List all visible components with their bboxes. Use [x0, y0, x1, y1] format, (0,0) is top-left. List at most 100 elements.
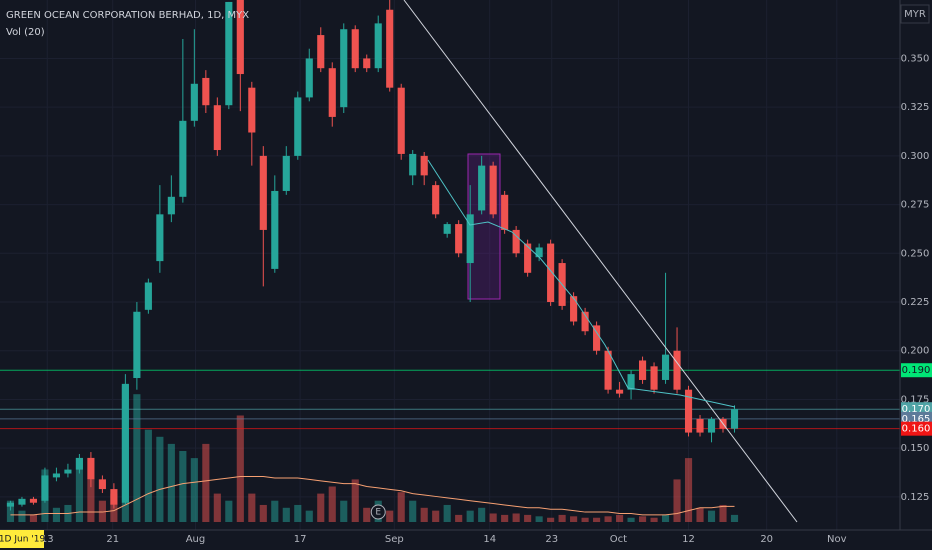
candle-body	[650, 366, 658, 390]
candle-body	[121, 383, 129, 503]
y-tick-label: 0.275	[901, 200, 930, 211]
candle-body	[374, 23, 382, 69]
candle-body	[110, 489, 118, 505]
volume-bar	[213, 493, 221, 522]
candle-body	[75, 457, 83, 470]
volume-bar	[305, 510, 313, 522]
indicator-line	[427, 159, 736, 408]
volume-pane: E	[6, 385, 739, 522]
candle-body	[684, 389, 693, 433]
candle-body	[547, 243, 555, 303]
candle-body	[248, 87, 256, 133]
candle-body	[455, 224, 463, 254]
volume-bar	[6, 500, 15, 522]
volume-bar	[547, 517, 555, 522]
volume-bar	[432, 510, 440, 522]
price-badge-label: 0.165	[902, 414, 931, 425]
volume-bar	[638, 516, 647, 522]
y-tick-label: 0.125	[901, 492, 930, 503]
candle-body	[638, 360, 647, 380]
candle-body	[213, 105, 221, 151]
x-tick-label: 12	[682, 534, 695, 545]
y-tick-label: 0.225	[901, 297, 930, 308]
x-tick-label: 17	[294, 534, 307, 545]
volume-bar	[156, 436, 164, 522]
volume-bar	[340, 500, 348, 522]
volume-bar	[386, 510, 394, 522]
volume-bar	[478, 507, 486, 522]
interval-badge: 1D Jun '19	[0, 535, 45, 545]
candle-body	[730, 409, 739, 429]
candle-body	[409, 153, 417, 176]
volume-bar	[52, 507, 60, 522]
x-tick-label: Nov	[827, 534, 847, 545]
volume-ma	[10, 476, 735, 516]
volume-bar	[489, 513, 497, 522]
candle-body	[340, 29, 348, 108]
x-tick-label: Aug	[186, 534, 206, 545]
earnings-label: E	[375, 508, 381, 518]
y-tick-label: 0.300	[901, 151, 930, 162]
volume-bar	[179, 451, 187, 522]
x-tick-label: Oct	[610, 534, 627, 545]
candle-body	[478, 165, 486, 211]
candle-body	[501, 194, 509, 230]
volume-bar	[661, 514, 670, 522]
volume-bar	[248, 493, 256, 522]
volume-bar	[75, 458, 83, 522]
candle-body	[661, 354, 670, 380]
price-lines	[0, 369, 900, 430]
candle-body	[581, 311, 589, 332]
volume-bar	[673, 479, 681, 522]
y-tick-label: 0.150	[901, 443, 930, 454]
volume-bar	[98, 500, 106, 522]
volume-bar	[616, 514, 624, 522]
indicator-label: Vol (20)	[6, 27, 45, 38]
candle-body	[707, 418, 716, 433]
candle-body	[420, 155, 428, 176]
volume-bar	[512, 513, 520, 522]
volume-bar	[570, 516, 578, 522]
volume-bar	[707, 510, 716, 522]
volume-bar	[259, 504, 267, 522]
volume-bar	[351, 479, 359, 522]
candle-body	[489, 165, 497, 215]
candle-body	[432, 185, 440, 215]
candle-body	[570, 296, 578, 322]
candle-body	[696, 418, 704, 433]
currency: MYR	[904, 9, 926, 20]
candle-body	[294, 97, 302, 156]
volume-bar	[684, 458, 693, 522]
grid	[0, 0, 900, 530]
candle-body	[627, 374, 635, 390]
volume-bar	[363, 507, 371, 522]
volume-bar	[719, 504, 727, 522]
volume-bar	[455, 514, 463, 522]
y-tick-label: 0.175	[901, 394, 930, 405]
candle-body	[6, 502, 15, 507]
y-tick-label: 0.350	[901, 53, 930, 64]
volume-bar	[409, 500, 417, 522]
volume-bar	[443, 504, 451, 522]
chart-title: GREEN OCEAN CORPORATION BERHAD, 1D, MYX	[6, 10, 249, 21]
interval-badge-bg	[0, 530, 44, 548]
candle-body	[673, 350, 681, 390]
volume-bar	[397, 492, 405, 522]
volume-bar	[730, 514, 739, 522]
volume-bar	[466, 510, 474, 522]
price-badge-label: 0.170	[902, 404, 931, 415]
x-tick-label: 20	[760, 534, 773, 545]
volume-bar	[627, 517, 635, 522]
volume-bar	[87, 479, 95, 522]
candle-body	[225, 1, 233, 106]
y-tick-label: 0.200	[901, 346, 930, 357]
x-tick-label: 14	[483, 534, 496, 545]
candle-body	[179, 120, 187, 197]
candle-body	[98, 479, 106, 490]
volume-bar	[558, 514, 566, 522]
currency-box	[900, 4, 930, 24]
earnings-marker	[370, 504, 386, 520]
volume-bar	[271, 500, 279, 522]
